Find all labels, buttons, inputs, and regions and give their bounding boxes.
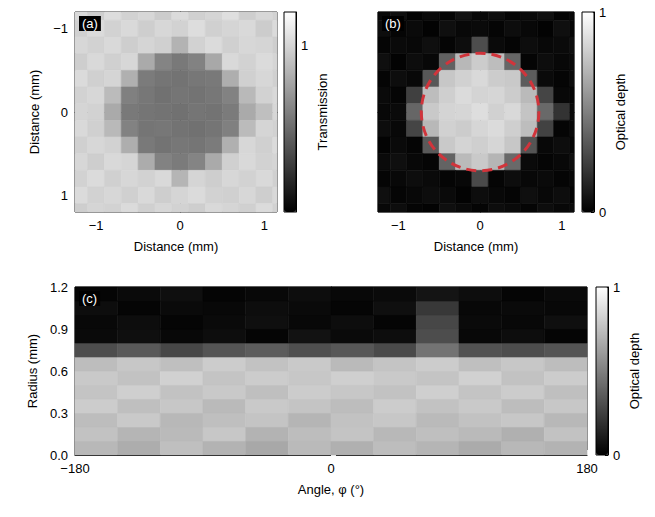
svg-text:−180: −180 bbox=[60, 461, 89, 476]
svg-text:(a): (a) bbox=[82, 16, 98, 31]
svg-text:−1: −1 bbox=[391, 218, 406, 233]
svg-text:1: 1 bbox=[599, 5, 606, 20]
svg-text:Radius (mm): Radius (mm) bbox=[25, 334, 40, 408]
svg-text:0.6: 0.6 bbox=[50, 364, 68, 379]
svg-text:Optical depth: Optical depth bbox=[627, 333, 642, 410]
svg-text:0.0: 0.0 bbox=[49, 447, 68, 463]
svg-text:(c): (c) bbox=[82, 291, 97, 306]
svg-text:0: 0 bbox=[327, 461, 334, 476]
svg-text:0.3: 0.3 bbox=[50, 406, 68, 421]
svg-text:Transmission: Transmission bbox=[315, 74, 330, 151]
svg-text:Distance (mm): Distance (mm) bbox=[27, 70, 42, 155]
svg-text:0: 0 bbox=[61, 105, 68, 120]
svg-text:1: 1 bbox=[301, 38, 308, 53]
svg-text:0.9: 0.9 bbox=[50, 322, 68, 337]
svg-text:Optical depth: Optical depth bbox=[613, 74, 628, 151]
svg-text:0: 0 bbox=[476, 218, 483, 233]
svg-text:1: 1 bbox=[558, 218, 565, 233]
svg-text:(b): (b) bbox=[385, 16, 401, 31]
svg-text:1.2: 1.2 bbox=[50, 280, 68, 295]
svg-text:0: 0 bbox=[177, 218, 184, 233]
svg-text:1: 1 bbox=[613, 280, 620, 295]
svg-text:1: 1 bbox=[261, 218, 268, 233]
svg-text:0: 0 bbox=[613, 448, 620, 463]
svg-text:1: 1 bbox=[61, 188, 68, 203]
svg-text:Angle, φ (°): Angle, φ (°) bbox=[298, 482, 364, 497]
svg-text:Distance (mm): Distance (mm) bbox=[434, 239, 519, 254]
svg-text:0: 0 bbox=[599, 205, 606, 220]
svg-text:−1: −1 bbox=[53, 21, 68, 36]
svg-text:−1: −1 bbox=[89, 218, 104, 233]
svg-text:180: 180 bbox=[576, 461, 598, 476]
svg-text:Distance (mm): Distance (mm) bbox=[134, 239, 219, 254]
